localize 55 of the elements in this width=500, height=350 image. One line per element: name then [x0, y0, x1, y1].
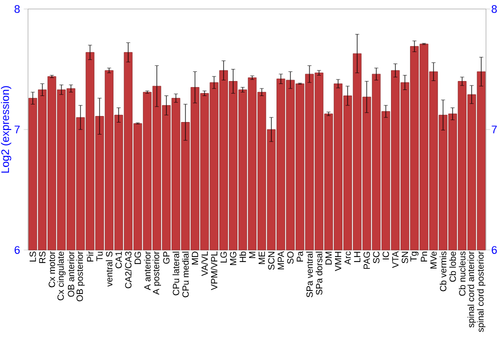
x-tick-label: Cb lobe — [449, 252, 456, 282]
y-tick-label: 6 — [14, 246, 20, 254]
x-tick-label: DM — [325, 252, 332, 264]
x-tick-label: Cx motor — [48, 251, 56, 288]
x-tick-label: OB anterior — [68, 251, 74, 297]
y2-tick-label: 6 — [492, 246, 497, 254]
x-tick-label: A anterior — [144, 251, 151, 290]
x-tick-label: Pn — [420, 252, 428, 262]
x-tick-label: OB posterior — [76, 251, 85, 302]
y-tick-label: 7 — [14, 126, 20, 134]
y2-tick-label: 8 — [492, 5, 497, 13]
x-tick-label: ventral S — [106, 252, 112, 287]
x-tick-label: Arc — [344, 251, 351, 265]
x-tick-label: MD — [192, 252, 198, 264]
x-tick-label: Hb — [239, 252, 246, 262]
x-tick-label: DG — [134, 252, 141, 264]
x-tick-label: MPA — [278, 251, 284, 270]
x-tick-label: IC — [382, 252, 390, 260]
x-tick-label: VA/VL — [201, 251, 208, 276]
x-tick-label: M — [249, 252, 256, 258]
x-tick-label: SPa dorsal — [316, 252, 322, 295]
x-tick-label: SPa ventral — [306, 252, 313, 298]
x-tick-label: ME — [258, 252, 265, 264]
y-tick-label: 8 — [14, 5, 20, 13]
x-tick-label: A posterior — [152, 251, 162, 295]
x-tick-label: VPM/VPL — [210, 251, 218, 290]
x-tick-label: SO — [287, 252, 294, 264]
x-tick-label: Cb vermis — [440, 252, 446, 292]
x-tick-label: Pa — [296, 251, 304, 262]
x-tick-label: VTA — [392, 251, 398, 268]
x-tick-label: spinal cord anterior — [467, 251, 476, 328]
x-tick-label: SCN — [268, 252, 275, 270]
x-tick-label: Tg — [410, 252, 418, 262]
x-tick-label: SC — [373, 252, 380, 264]
x-tick-label: Cb nucleus — [458, 252, 466, 296]
x-tick-label: RS — [39, 252, 46, 263]
x-tick-label: Pir — [86, 251, 94, 262]
x-tick-label: Tu — [96, 252, 103, 262]
x-tick-label: SN — [402, 252, 408, 264]
x-tick-label: LS — [30, 252, 36, 262]
x-tick-label: PAG — [364, 252, 370, 269]
y-axis-title: Log2 (expression) — [0, 86, 12, 173]
x-tick-label: Cx cingulate — [57, 252, 66, 300]
x-tick-label: VMH — [335, 252, 342, 272]
x-tick-label: MVe — [430, 252, 437, 268]
y2-tick-label: 7 — [492, 126, 497, 134]
x-tick-label: CPu lateral — [172, 252, 180, 296]
x-tick-label: GP — [163, 252, 170, 264]
x-tick-label: LG — [220, 252, 227, 262]
x-tick-label: LH — [354, 252, 360, 262]
x-tick-label: spinal cord posterior — [477, 251, 486, 332]
x-tick-label: CPu medial — [182, 252, 189, 298]
x-tick-label: MG — [230, 252, 236, 265]
x-tick-label: CA1 — [115, 252, 122, 268]
x-tick-label: CA2/CA3 — [124, 252, 132, 288]
